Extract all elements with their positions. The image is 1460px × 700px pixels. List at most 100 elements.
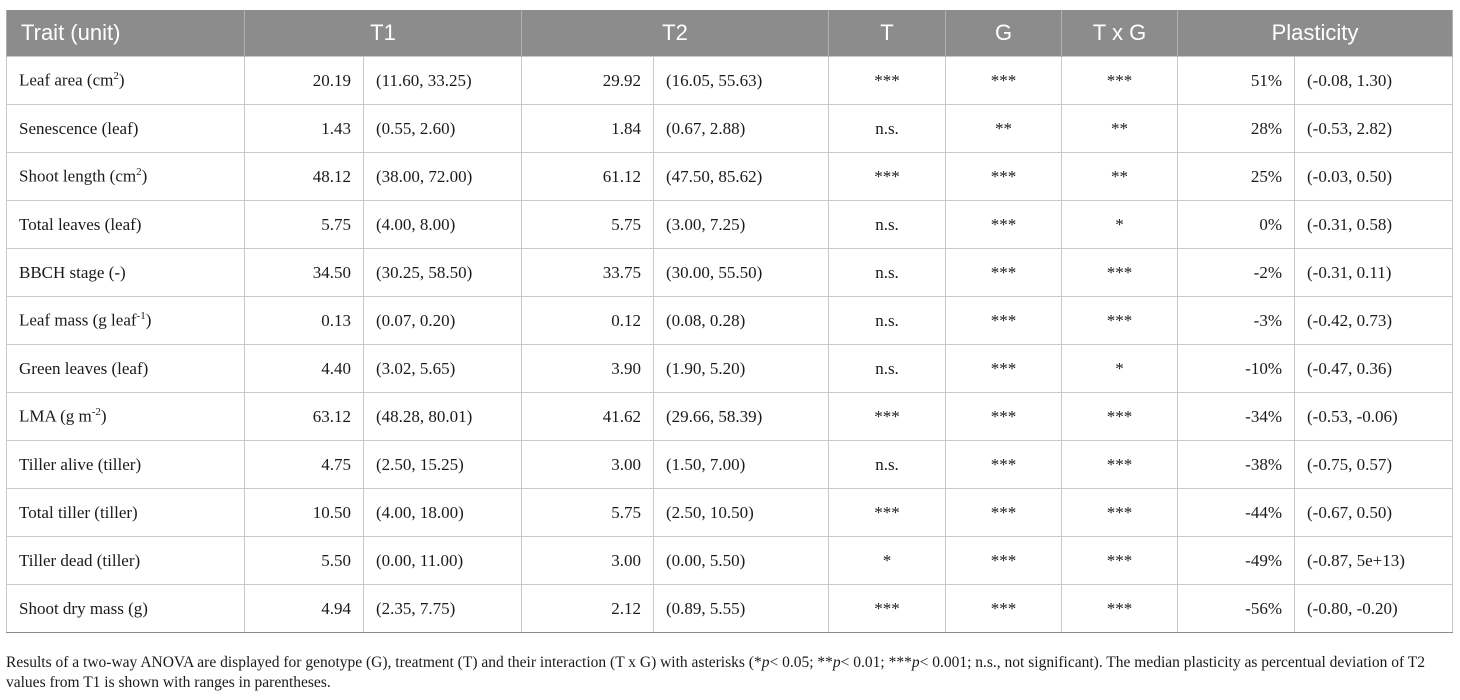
significance-g: ***	[945, 56, 1062, 105]
significance-t: n.s.	[828, 104, 946, 153]
table-row: Total leaves (leaf) 5.75 (4.00, 8.00) 5.75(…	[6, 200, 1454, 249]
range-t1: (3.02, 5.65)	[363, 344, 522, 393]
header-trait: Trait (unit)	[6, 10, 245, 57]
table-body: Leaf area (cm2) 20.19 (11.60, 33.25) 29.92(…	[6, 56, 1454, 633]
table-row: Senescence (leaf) 1.43 (0.55, 2.60) 1.84 (0.…	[6, 104, 1454, 153]
significance-g: ***	[945, 344, 1062, 393]
plasticity-value: -56%	[1177, 584, 1295, 633]
range-t1: (0.55, 2.60)	[363, 104, 522, 153]
plasticity-range: (-0.53, -0.06)	[1293, 392, 1454, 441]
value-t1: 34.50	[244, 248, 364, 297]
value-t2: 3.00	[521, 536, 654, 585]
significance-txg: ***	[1061, 56, 1178, 105]
significance-txg: **	[1061, 104, 1178, 153]
value-t1: 5.50	[244, 536, 364, 585]
range-t1: (2.35, 7.75)	[363, 584, 522, 633]
trait-name: Shoot dry mass (g)	[6, 584, 245, 633]
value-t1: 20.19	[244, 56, 364, 105]
significance-g: ***	[945, 392, 1062, 441]
range-t1: (48.28, 80.01)	[363, 392, 522, 441]
value-t1: 0.13	[244, 296, 364, 345]
significance-g: ***	[945, 296, 1062, 345]
trait-table: Trait (unit) T1 T2 T G T x G Plasticity …	[6, 10, 1454, 633]
range-t2: (1.50, 7.00)	[653, 440, 829, 489]
range-t2: (0.89, 5.55)	[653, 584, 829, 633]
plasticity-value: -44%	[1177, 488, 1295, 537]
significance-txg: **	[1061, 152, 1178, 201]
header-t2: T2	[521, 10, 829, 57]
header-txg: T x G	[1061, 10, 1178, 57]
table-row: LMA (g m-2) 63.12 (48.28, 80.01) 41.62 (29.6…	[6, 392, 1454, 441]
value-t2: 2.12	[521, 584, 654, 633]
plasticity-range: (-0.03, 0.50)	[1293, 152, 1454, 201]
range-t2: (29.66, 58.39)	[653, 392, 829, 441]
range-t2: (30.00, 55.50)	[653, 248, 829, 297]
plasticity-range: (-0.75, 0.57)	[1293, 440, 1454, 489]
plasticity-value: -10%	[1177, 344, 1295, 393]
significance-t: ***	[828, 392, 946, 441]
plasticity-value: -38%	[1177, 440, 1295, 489]
value-t2: 3.90	[521, 344, 654, 393]
significance-t: n.s.	[828, 248, 946, 297]
plasticity-value: 51%	[1177, 56, 1295, 105]
table-row: Green leaves (leaf) 4.40 (3.02, 5.65) 3.90(…	[6, 344, 1454, 393]
significance-t: n.s.	[828, 344, 946, 393]
trait-name: LMA (g m-2)	[6, 392, 245, 441]
significance-txg: *	[1061, 200, 1178, 249]
value-t2: 33.75	[521, 248, 654, 297]
trait-name: Total tiller (tiller)	[6, 488, 245, 537]
header-g: G	[945, 10, 1062, 57]
significance-txg: ***	[1061, 488, 1178, 537]
range-t2: (3.00, 7.25)	[653, 200, 829, 249]
value-t1: 10.50	[244, 488, 364, 537]
header-row: Trait (unit) T1 T2 T G T x G Plasticity	[6, 10, 1454, 57]
value-t2: 61.12	[521, 152, 654, 201]
significance-t: n.s.	[828, 440, 946, 489]
trait-name: Leaf mass (g leaf-1)	[6, 296, 245, 345]
significance-g: ***	[945, 584, 1062, 633]
trait-name: Shoot length (cm2)	[6, 152, 245, 201]
significance-txg: ***	[1061, 536, 1178, 585]
plasticity-value: -3%	[1177, 296, 1295, 345]
plasticity-value: -34%	[1177, 392, 1295, 441]
value-t2: 5.75	[521, 200, 654, 249]
significance-g: ***	[945, 488, 1062, 537]
range-t1: (4.00, 18.00)	[363, 488, 522, 537]
header-t: T	[828, 10, 946, 57]
range-t2: (0.08, 0.28)	[653, 296, 829, 345]
plasticity-range: (-0.53, 2.82)	[1293, 104, 1454, 153]
value-t2: 0.12	[521, 296, 654, 345]
plasticity-range: (-0.87, 5e+13)	[1293, 536, 1454, 585]
value-t1: 4.94	[244, 584, 364, 633]
significance-txg: ***	[1061, 392, 1178, 441]
trait-name: Tiller dead (tiller)	[6, 536, 245, 585]
range-t1: (0.07, 0.20)	[363, 296, 522, 345]
plasticity-range: (-0.47, 0.36)	[1293, 344, 1454, 393]
plasticity-value: 28%	[1177, 104, 1295, 153]
value-t2: 5.75	[521, 488, 654, 537]
significance-txg: ***	[1061, 248, 1178, 297]
value-t2: 1.84	[521, 104, 654, 153]
plasticity-range: (-0.67, 0.50)	[1293, 488, 1454, 537]
trait-name: Senescence (leaf)	[6, 104, 245, 153]
significance-g: ***	[945, 200, 1062, 249]
significance-txg: ***	[1061, 296, 1178, 345]
trait-name: Green leaves (leaf)	[6, 344, 245, 393]
plasticity-range: (-0.08, 1.30)	[1293, 56, 1454, 105]
significance-t: ***	[828, 152, 946, 201]
significance-t: ***	[828, 584, 946, 633]
table-row: Leaf area (cm2) 20.19 (11.60, 33.25) 29.92(…	[6, 56, 1454, 105]
plasticity-range: (-0.80, -0.20)	[1293, 584, 1454, 633]
significance-g: ***	[945, 152, 1062, 201]
value-t1: 48.12	[244, 152, 364, 201]
trait-name: Total leaves (leaf)	[6, 200, 245, 249]
plasticity-range: (-0.31, 0.58)	[1293, 200, 1454, 249]
range-t2: (16.05, 55.63)	[653, 56, 829, 105]
table-row: Leaf mass (g leaf-1) 0.13 (0.07, 0.20) 0.12…	[6, 296, 1454, 345]
value-t2: 29.92	[521, 56, 654, 105]
range-t1: (30.25, 58.50)	[363, 248, 522, 297]
significance-t: *	[828, 536, 946, 585]
range-t2: (0.00, 5.50)	[653, 536, 829, 585]
trait-name: Tiller alive (tiller)	[6, 440, 245, 489]
plasticity-value: 25%	[1177, 152, 1295, 201]
